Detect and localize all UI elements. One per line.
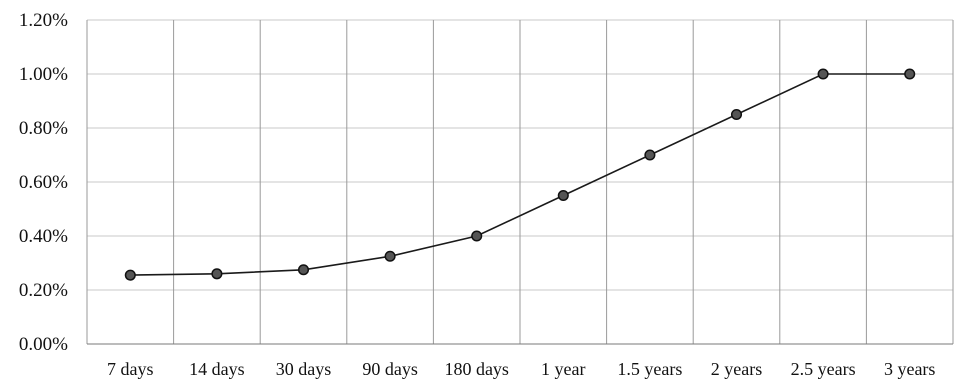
- y-tick-label: 1.00%: [19, 64, 68, 85]
- data-point: [644, 149, 656, 161]
- data-point: [211, 268, 223, 280]
- series-line: [130, 73, 910, 276]
- x-tick-label: 30 days: [276, 359, 332, 379]
- data-point: [904, 68, 916, 80]
- y-tick-label: 0.00%: [19, 334, 68, 355]
- data-point: [124, 269, 136, 281]
- data-point: [384, 250, 396, 262]
- x-axis-ticks: 7 days 14 days 30 days 90 days 180 days 1 yea…: [107, 359, 935, 379]
- data-point: [557, 189, 569, 202]
- x-tick-label: 90 days: [362, 359, 418, 379]
- x-tick-label: 14 days: [189, 359, 245, 379]
- x-tick-label: 7 days: [107, 359, 154, 379]
- y-axis-ticks: 0.00% 0.20% 0.40% 0.60% 0.80% 1.00% 1.20%: [19, 10, 68, 355]
- x-tick-label: 3 years: [884, 359, 935, 379]
- series: [124, 68, 916, 281]
- y-tick-label: 0.60%: [19, 172, 68, 193]
- data-point: [730, 108, 743, 121]
- x-tick-label: 2 years: [711, 359, 762, 379]
- y-tick-label: 1.20%: [19, 10, 68, 31]
- x-tick-label: 1 year: [541, 359, 585, 379]
- y-tick-label: 0.80%: [19, 118, 68, 139]
- y-tick-label: 0.20%: [19, 280, 68, 301]
- data-point: [471, 230, 483, 242]
- data-point: [817, 68, 829, 80]
- y-tick-label: 0.40%: [19, 226, 68, 247]
- data-point: [297, 264, 310, 276]
- x-tick-label: 1.5 years: [617, 359, 682, 379]
- x-tick-label: 2.5 years: [791, 359, 856, 379]
- x-tick-label: 180 days: [444, 359, 509, 379]
- grid: [86, 19, 954, 344]
